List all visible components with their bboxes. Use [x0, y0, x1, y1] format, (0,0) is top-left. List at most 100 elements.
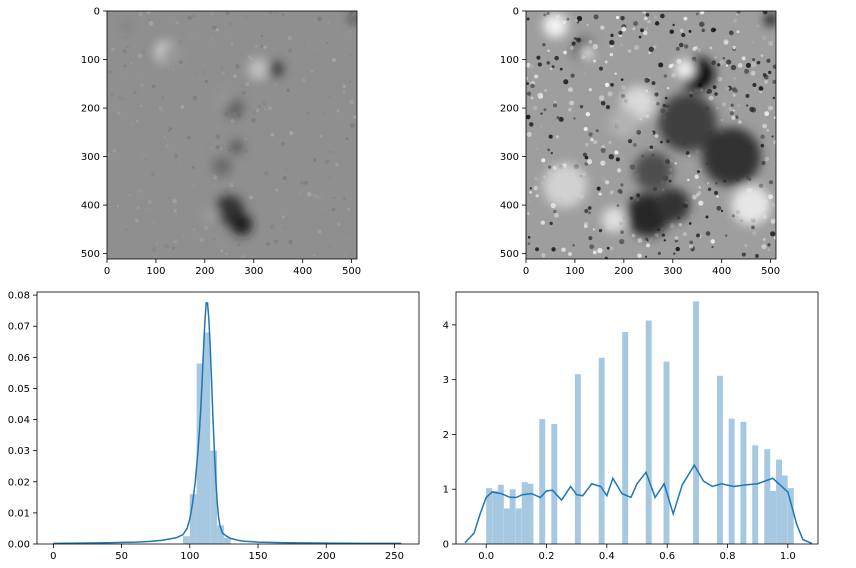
y-axis-tick-label: 0: [443, 540, 449, 551]
image-speckle: [253, 44, 258, 49]
image-speckle: [663, 74, 667, 78]
image-speckle: [526, 91, 532, 96]
image-feature: [350, 14, 357, 23]
image-speckle: [767, 243, 771, 247]
y-axis-tick-label: 0.06: [8, 353, 30, 364]
image-speckle: [683, 44, 689, 49]
image-speckle: [650, 131, 654, 135]
image-speckle: [585, 111, 591, 117]
image-speckle: [734, 89, 738, 93]
image-speckle: [643, 16, 648, 21]
image-speckle: [637, 253, 642, 258]
image-speckle: [728, 30, 734, 36]
image-speckle: [707, 187, 712, 192]
image-speckle: [219, 225, 223, 229]
histogram-bar: [539, 419, 546, 544]
image-speckle: [135, 57, 138, 60]
image-speckle: [735, 12, 739, 16]
image-speckle: [745, 93, 750, 98]
image-speckle: [619, 238, 625, 245]
image-speckle: [107, 252, 110, 255]
histogram-bar: [752, 445, 759, 544]
image-speckle: [717, 63, 721, 67]
image-speckle: [546, 11, 550, 16]
image-speckle: [536, 55, 541, 60]
image-speckle: [167, 129, 170, 132]
image-speckle: [125, 37, 127, 40]
image-speckle: [247, 55, 250, 58]
image-speckle: [655, 101, 660, 106]
image-speckle: [193, 228, 196, 231]
image-speckle: [574, 18, 579, 23]
image-speckle: [245, 82, 250, 87]
image-speckle: [141, 153, 146, 157]
image-speckle: [730, 64, 737, 71]
image-speckle: [609, 52, 614, 57]
image-speckle: [615, 15, 620, 20]
image-speckle: [119, 73, 123, 77]
image-speckle: [741, 56, 746, 61]
image-speckle: [240, 79, 243, 82]
image-speckle: [556, 116, 560, 120]
image-speckle: [138, 11, 143, 17]
image-speckle: [584, 208, 589, 214]
image-speckle: [349, 99, 354, 105]
image-speckle: [215, 134, 221, 139]
kde-line: [53, 302, 402, 544]
image-speckle: [152, 221, 156, 225]
image-speckle: [600, 160, 606, 166]
image-speckle: [705, 231, 711, 236]
image-speckle: [598, 192, 602, 196]
image-speckle: [599, 66, 603, 71]
image-speckle: [683, 16, 688, 21]
image-speckle: [530, 83, 535, 89]
image-speckle: [336, 222, 341, 227]
image-speckle: [744, 244, 748, 247]
x-axis-tick-label: 250: [385, 551, 404, 562]
image-speckle: [647, 20, 651, 24]
image-speckle: [675, 46, 680, 51]
image-speckle: [270, 132, 275, 137]
image-feature: [124, 24, 130, 30]
image-speckle: [542, 42, 546, 47]
image-speckle: [526, 76, 528, 81]
image-speckle: [212, 175, 218, 180]
image-speckle: [529, 187, 532, 190]
image-speckle: [345, 137, 349, 141]
image-speckle: [258, 115, 263, 121]
y-axis-tick-label: 0.00: [8, 540, 30, 551]
image-speckle: [155, 241, 160, 246]
x-axis-tick-label: 1.0: [780, 551, 796, 562]
image-speckle: [750, 70, 756, 76]
image-speckle: [254, 185, 257, 188]
image-speckle: [773, 116, 776, 119]
image-speckle: [658, 62, 664, 68]
image-speckle: [166, 139, 169, 142]
image-speckle: [716, 205, 722, 211]
image-speckle: [327, 21, 330, 24]
y-axis-tick-label: 400: [500, 201, 519, 212]
histogram-bar: [521, 482, 528, 544]
image-speckle: [151, 84, 156, 89]
image-speckle: [674, 236, 679, 241]
image-speckle: [713, 55, 718, 60]
y-axis-tick-label: 0: [513, 7, 519, 18]
image-speckle: [122, 49, 127, 53]
histogram-bar: [210, 450, 218, 544]
image-speckle: [167, 197, 170, 199]
image-speckle: [192, 95, 198, 101]
image-speckle: [537, 93, 541, 97]
image-speckle: [713, 190, 719, 195]
image-speckle: [275, 188, 279, 192]
image-speckle: [132, 132, 135, 136]
image-speckle: [335, 162, 339, 167]
image-speckle: [695, 12, 699, 16]
image-speckle: [682, 232, 687, 237]
image-speckle: [689, 240, 694, 245]
image-speckle: [582, 72, 586, 75]
image-feature: [633, 151, 673, 191]
image-speckle: [760, 54, 764, 57]
image-speckle: [720, 209, 724, 213]
image-speckle: [772, 64, 776, 69]
image-speckle: [770, 231, 776, 237]
